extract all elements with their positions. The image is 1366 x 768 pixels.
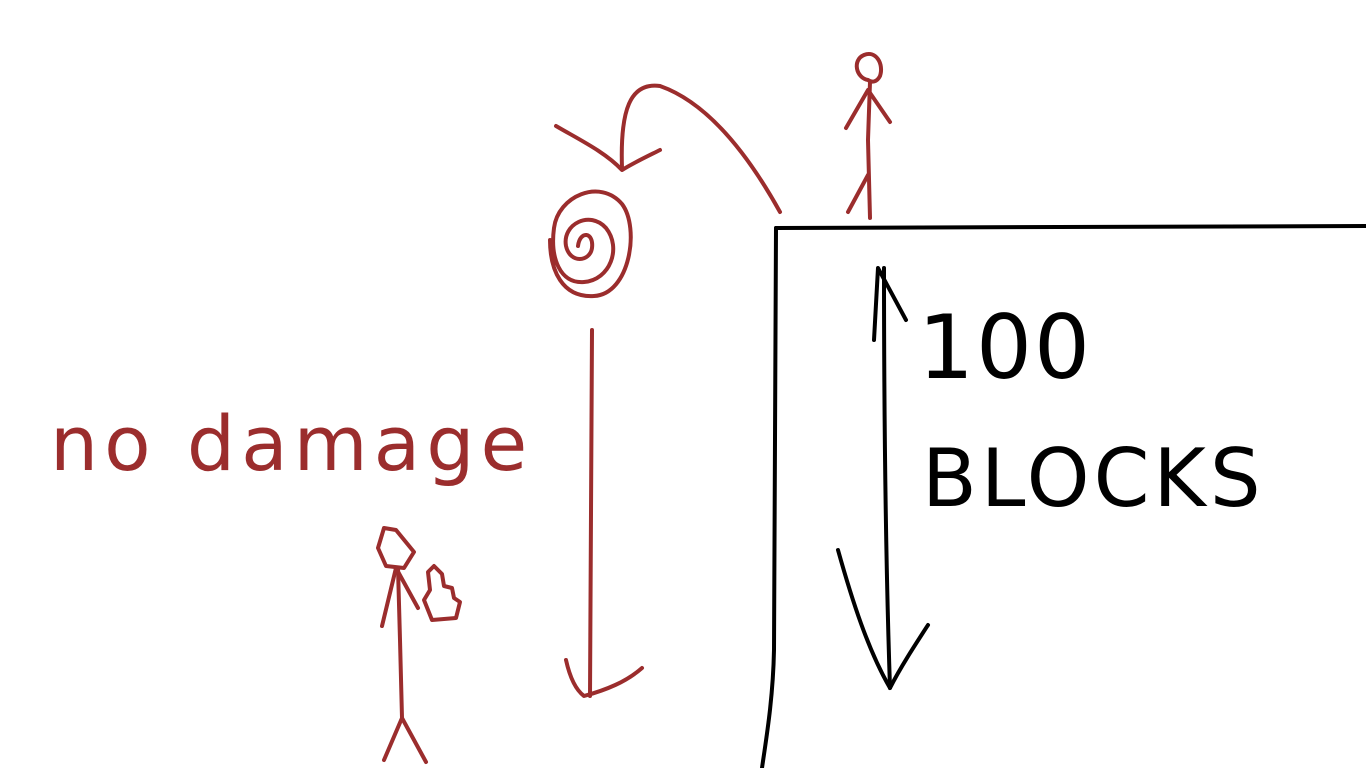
- cliff-outline: [760, 224, 1366, 768]
- spiral-icon: [548, 189, 633, 299]
- height-arrow-shaft: [882, 266, 892, 690]
- stick-figure-top-leg: [846, 173, 870, 214]
- stick-figure-bottom: [376, 526, 462, 764]
- no-damage-label: no damage: [50, 399, 533, 488]
- height-label: 100 BLOCKS: [918, 296, 1265, 525]
- stick-figure-top: [844, 51, 892, 220]
- height-number: 100: [918, 296, 1092, 399]
- fall-arrow-shaft: [588, 328, 594, 698]
- height-arrow-top-head: [872, 266, 908, 342]
- fall-arrow: [564, 328, 644, 698]
- red-annotations: [376, 51, 892, 764]
- cliff-top-edge: [774, 224, 1366, 230]
- waving-hand-icon: [422, 564, 462, 622]
- stick-figure-top-body: [866, 80, 872, 220]
- stick-figure-top-head: [854, 51, 883, 84]
- fall-arrow-head: [564, 658, 644, 698]
- stick-figure-bottom-legs: [382, 716, 428, 764]
- height-arrow: [836, 266, 930, 690]
- stick-figure-bottom-head: [376, 526, 416, 570]
- stick-figure-bottom-body: [396, 566, 404, 720]
- cliff-side-edge: [760, 226, 778, 768]
- jump-arrow: [554, 83, 782, 214]
- height-unit: BLOCKS: [922, 432, 1265, 525]
- stick-figure-bottom-arms: [380, 566, 420, 628]
- height-arrow-bottom-head: [836, 548, 930, 690]
- jump-arrow-curve: [619, 83, 782, 214]
- jump-arrow-head: [554, 124, 662, 172]
- stick-figure-top-arms: [844, 88, 892, 130]
